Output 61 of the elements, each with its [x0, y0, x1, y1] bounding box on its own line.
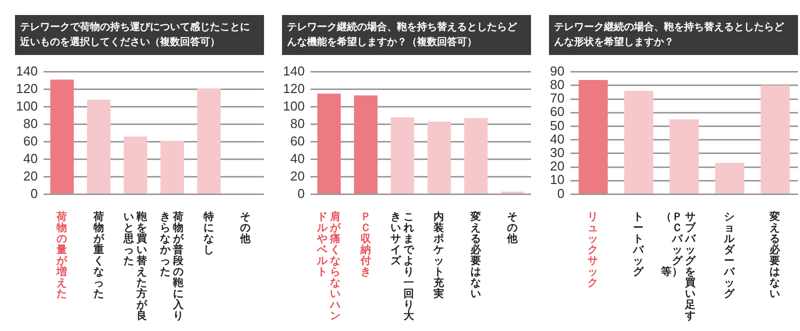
y-tick-label: 100	[16, 98, 38, 114]
category-label: 鞄を買い替えた方が良いと思った	[123, 211, 148, 322]
y-tick-label: 60	[23, 133, 38, 148]
x-tick-label: リュックサック	[588, 211, 599, 289]
y-tick-label: 80	[23, 116, 38, 131]
x-tick-label: トートバッグ	[633, 211, 644, 278]
x-tick-label: 変える必要はない	[770, 211, 781, 300]
category-label: 荷物が普段の鞄に入りきらなかった	[160, 211, 184, 322]
y-tick-label: 80	[290, 116, 305, 131]
y-tick-label: 50	[550, 118, 564, 133]
bar	[464, 118, 488, 194]
y-tick-label: 10	[550, 172, 564, 188]
category-label: サブバッグを買い足す（ＰＣバッグ等）	[661, 211, 696, 322]
x-tick-label: その他	[507, 211, 518, 245]
x-tick-label: 荷物の量が増えた	[56, 211, 68, 300]
x-tick-label: ショルダーバッグ	[724, 211, 736, 300]
bar	[715, 162, 744, 194]
y-tick-label: 100	[282, 98, 305, 114]
bar	[197, 88, 221, 194]
y-tick-label: 70	[550, 90, 564, 106]
y-tick-label: 60	[550, 104, 564, 120]
chart-title: テレワーク継続の場合、鞄を持ち替えるとしたらどんな機能を希望しますか？（複数回答可）	[282, 15, 531, 55]
y-tick-label: 40	[23, 150, 38, 166]
bar	[760, 85, 790, 194]
y-tick-label: 20	[290, 168, 305, 184]
bar	[578, 80, 608, 194]
y-tick-label: 120	[282, 80, 305, 96]
x-tick-label: 特になし	[203, 211, 214, 256]
bar	[427, 122, 451, 194]
chart-title: テレワークで荷物の持ち運びについて感じたことに近いものを選択してください（複数回答可）	[15, 15, 264, 55]
y-tick-label: 30	[550, 144, 564, 160]
y-tick-label: 140	[16, 63, 38, 78]
y-tick-label: 40	[290, 150, 305, 166]
bar	[670, 119, 699, 194]
bar	[624, 90, 654, 194]
bar	[124, 136, 148, 194]
chart-title: テレワーク継続の場合、鞄を持ち替えるとしたらどんな形状を希望しますか？	[549, 15, 798, 55]
category-label: 肩が痛くならないハンドルやベルト	[317, 211, 342, 322]
category-label: これまでより一回り大きいサイズ	[390, 211, 414, 322]
y-tick-label: 20	[550, 158, 564, 174]
y-tick-label: 20	[23, 168, 38, 184]
x-tick-label: ＰＣ収納付き	[360, 211, 372, 278]
x-tick-label: その他	[240, 211, 252, 245]
bar	[317, 94, 341, 194]
bar	[87, 100, 111, 194]
bar	[50, 80, 74, 194]
y-tick-label: 0	[557, 186, 564, 201]
y-tick-label: 60	[290, 133, 305, 148]
bar	[160, 140, 184, 194]
y-tick-label: 40	[550, 131, 564, 146]
y-tick-label: 0	[297, 186, 305, 201]
y-tick-label: 90	[550, 63, 564, 78]
x-tick-label: 変える必要はない	[470, 211, 482, 300]
y-tick-label: 120	[16, 80, 38, 96]
bar	[354, 95, 378, 194]
y-tick-label: 0	[30, 186, 38, 201]
y-tick-label: 80	[550, 76, 564, 92]
x-tick-label: 荷物が重くなった	[93, 211, 104, 300]
x-tick-label: 内装ポケット充実	[434, 211, 445, 300]
bar	[390, 117, 414, 194]
y-tick-label: 140	[282, 63, 305, 78]
